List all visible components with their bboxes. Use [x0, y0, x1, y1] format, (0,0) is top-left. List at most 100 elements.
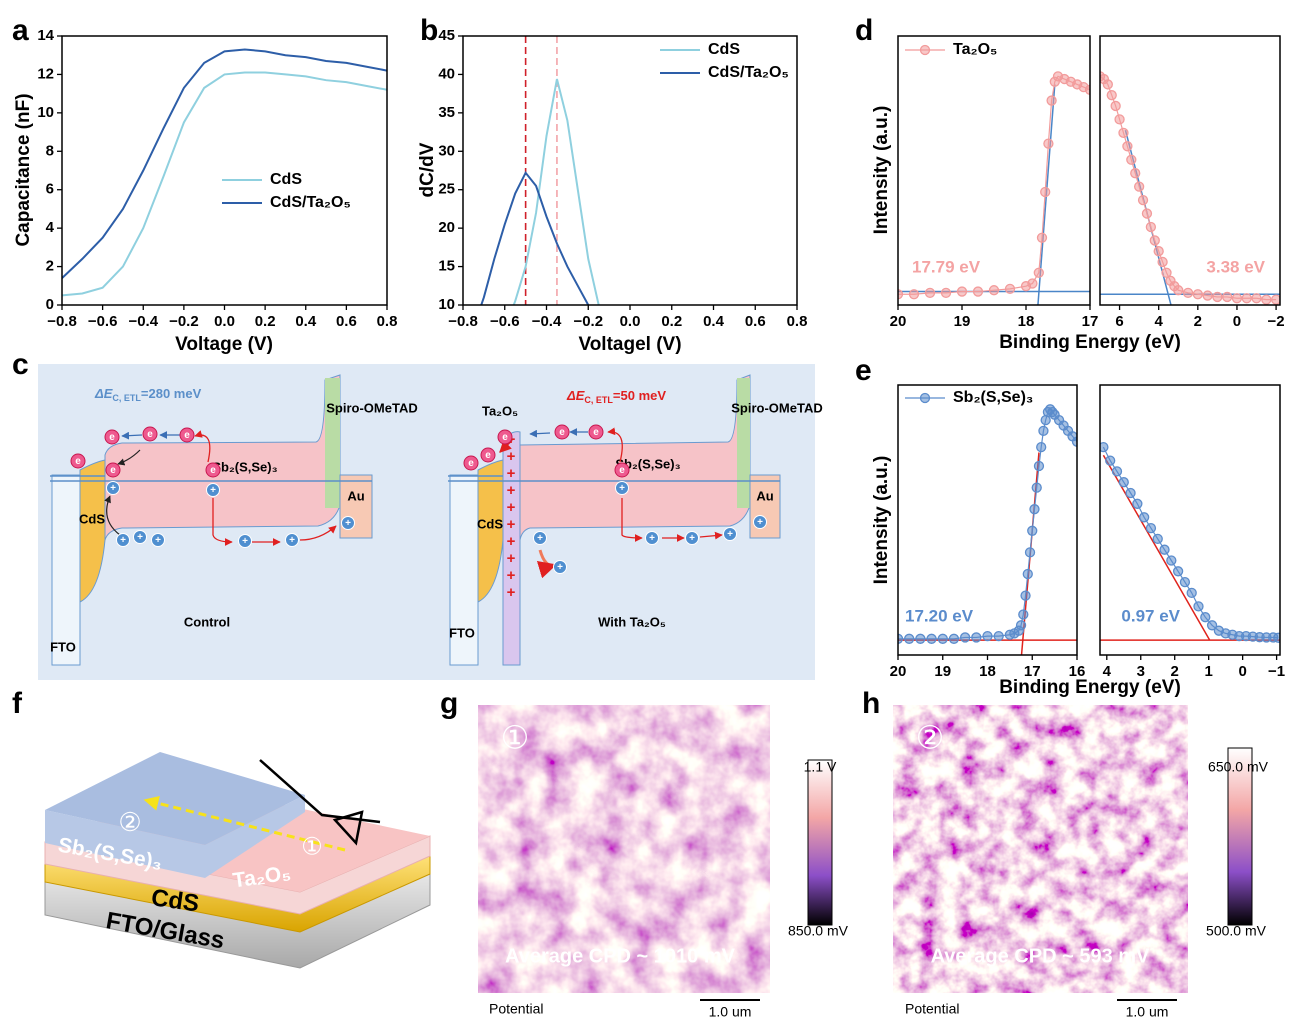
data-point [1201, 613, 1210, 622]
x-tick-label: 4 [1103, 663, 1112, 680]
data-point [1023, 570, 1032, 579]
x-tick-label: 0.6 [336, 313, 357, 330]
data-point [1115, 115, 1124, 124]
y-tick-label: 0 [46, 296, 54, 313]
data-point [974, 287, 983, 296]
x-tick-label: 2 [1171, 663, 1179, 680]
annotation: 3.38 eV [1206, 257, 1265, 276]
charge-symbol: + [507, 550, 516, 567]
electron-symbol: e [147, 429, 153, 440]
data-point [949, 634, 958, 643]
delta-value: =280 meV [141, 386, 202, 401]
charge-symbol: + [507, 533, 516, 550]
annotation: 0.97 eV [1121, 606, 1180, 625]
hole-symbol: + [289, 535, 295, 546]
data-point [942, 288, 951, 297]
series-line [62, 49, 387, 278]
data-point [1193, 290, 1202, 299]
hole-symbol: + [345, 518, 351, 529]
data-point [1041, 188, 1050, 197]
hole-symbol: + [649, 533, 655, 544]
diagram-caption: With Ta₂O₅ [598, 614, 666, 629]
data-point [1146, 222, 1155, 231]
data-point [1174, 286, 1183, 295]
x-tick-label: 17 [1082, 313, 1099, 330]
colorbar-min: 500.0 mV [1206, 923, 1267, 939]
data-point [1034, 462, 1043, 471]
data-point [1150, 236, 1159, 245]
legend-label: Sb₂(S,Se)₃ [953, 389, 1033, 406]
interlayer-label: Ta₂O₅ [482, 403, 518, 418]
plot-area [62, 49, 387, 295]
region-label: ② [118, 807, 141, 837]
x-tick-label: −0.8 [47, 313, 77, 330]
series-line [62, 73, 387, 296]
x-tick-label: 0.0 [620, 313, 641, 330]
spiro-label: Spiro-OMeTAD [731, 400, 822, 415]
x-tick-label: 0 [1233, 313, 1241, 330]
delta-subscript: C, ETL [584, 395, 613, 405]
colorbar-max: 650.0 mV [1208, 759, 1269, 775]
data-point [958, 287, 967, 296]
electron-symbol: e [559, 427, 565, 438]
x-axis-label: Binding Energy (eV) [999, 677, 1181, 698]
data-point [1030, 505, 1039, 514]
chart: 201918171617.20 eVeBinding Energy (eV)In… [855, 354, 1181, 698]
x-axis-label: Voltage (V) [175, 334, 273, 355]
y-tick-label: 30 [438, 142, 455, 159]
x-tick-label: 0.2 [255, 313, 276, 330]
data-point [926, 288, 935, 297]
charge-symbol: + [507, 448, 516, 465]
panel-label: d [855, 14, 873, 47]
data-point [1017, 621, 1026, 630]
image-caption: Average CPD ~ 1010 mV [505, 945, 736, 967]
data-point [1262, 295, 1271, 304]
data-point [1140, 513, 1149, 522]
x-tick-label: 0.2 [661, 313, 682, 330]
data-point [910, 290, 919, 299]
plot-area [463, 36, 609, 359]
y-tick-label: 4 [46, 219, 55, 236]
y-tick-label: 10 [438, 296, 455, 313]
data-point [961, 633, 970, 642]
data-point [1167, 556, 1176, 565]
data-point [1142, 209, 1151, 218]
axes-frame [62, 36, 387, 305]
x-tick-label: 0.4 [295, 313, 317, 330]
charge-symbol: + [507, 516, 516, 533]
data-point [1111, 101, 1120, 110]
data-point [1032, 483, 1041, 492]
data-point [1160, 545, 1169, 554]
data-point [905, 634, 914, 643]
fto-label: FTO [50, 639, 76, 654]
data-point [1123, 142, 1132, 151]
electron-symbol: e [110, 465, 116, 476]
data-point [1119, 128, 1128, 137]
x-tick-label: 18 [1018, 313, 1035, 330]
annotation: 17.20 eV [905, 606, 974, 625]
image-caption: Average CPD ~ 593 mV [931, 945, 1150, 967]
x-axis-label: Binding Energy (eV) [999, 332, 1181, 353]
figure: c ΔEC, ETL=280 meV Spiro-OMeTAD Sb₂(S,Se… [0, 0, 1292, 1020]
x-tick-label: 19 [934, 663, 951, 680]
legend-label: Ta₂O₅ [953, 41, 997, 58]
data-point [1187, 588, 1196, 597]
chart: −0.8−0.6−0.4−0.20.00.20.40.60.8101520253… [417, 14, 807, 359]
data-point [983, 632, 992, 641]
channel-label: Potential [489, 1001, 543, 1017]
data-point [1107, 91, 1116, 100]
x-tick-label: −1 [1268, 663, 1285, 680]
colorbar-min: 850.0 mV [788, 923, 849, 939]
page: {"chart_data": [ {"type": "line", "panel… [0, 0, 1292, 1020]
panel-label: a [12, 14, 29, 47]
chart: 6420−23.38 eV [1096, 36, 1285, 330]
charge-symbol: + [507, 567, 516, 584]
electron-symbol: e [109, 432, 115, 443]
electron-symbol: e [75, 456, 81, 467]
electron-symbol: e [485, 450, 491, 461]
panel-label: f [12, 687, 23, 720]
charge-symbol: + [507, 499, 516, 516]
y-tick-label: 25 [438, 181, 455, 198]
kpfm-image: g ① Average CPD ~ 1010 mV Potential 1.0 … [440, 687, 849, 1020]
channel-label: Potential [905, 1001, 959, 1017]
